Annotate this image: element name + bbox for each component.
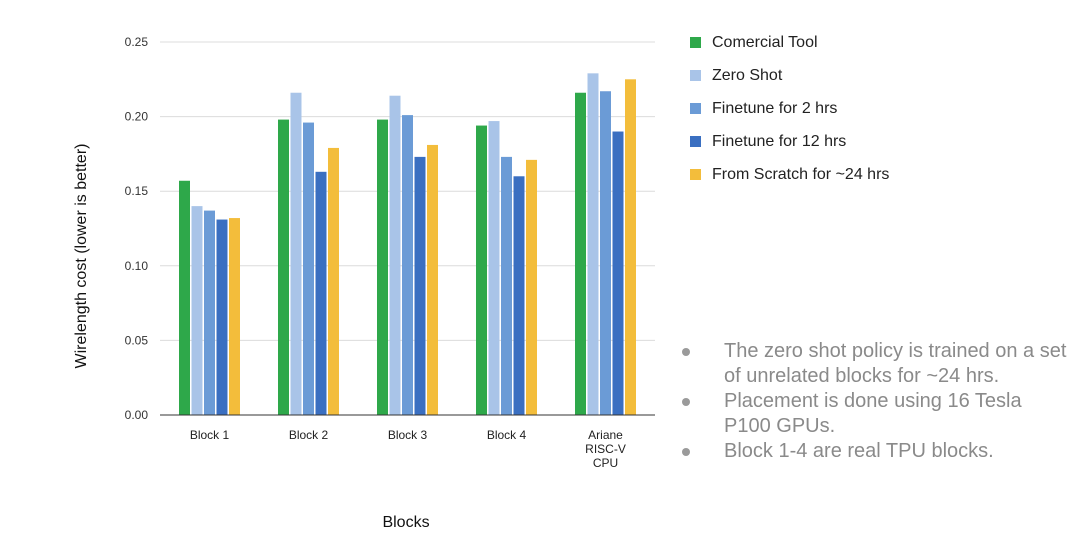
note-item: Block 1-4 are real TPU blocks. [678, 439, 1073, 464]
bar [575, 92, 586, 415]
x-tick-label: Ariane [588, 428, 623, 442]
bar [488, 121, 500, 416]
x-tick-label: Block 1 [190, 428, 230, 442]
bar [191, 206, 203, 415]
legend-swatch [690, 70, 701, 81]
legend-item-finetune-2hrs: Finetune for 2 hrs [690, 98, 930, 119]
x-tick-label: Block 3 [388, 428, 428, 442]
note-item: Placement is done using 16 Tesla P100 GP… [678, 389, 1073, 439]
legend-label: Zero Shot [712, 67, 783, 84]
x-axis-title: Blocks [382, 514, 429, 531]
bar [303, 122, 314, 416]
notes-list: The zero shot policy is trained on a set… [678, 339, 1073, 464]
legend-item-finetune-12hrs: Finetune for 12 hrs [690, 131, 930, 152]
bar [612, 131, 624, 415]
bar [278, 119, 289, 416]
bar [204, 210, 215, 415]
note-text: Block 1-4 are real TPU blocks. [724, 440, 994, 462]
bar [229, 218, 240, 415]
bar [427, 144, 438, 415]
bar [290, 92, 302, 415]
y-tick-label: 0.20 [125, 110, 149, 124]
y-tick-label: 0.05 [125, 333, 149, 347]
legend-label: Finetune for 2 hrs [712, 100, 838, 117]
bar [179, 180, 190, 415]
x-tick-label: CPU [593, 456, 618, 470]
y-tick-label: 0.10 [125, 259, 149, 273]
note-item: The zero shot policy is trained on a set… [678, 339, 1073, 389]
bar [600, 91, 611, 416]
bar [328, 147, 339, 415]
legend-swatch [690, 169, 701, 180]
bar [587, 73, 599, 415]
y-tick-label: 0.15 [125, 184, 149, 198]
y-tick-label: 0.00 [125, 408, 149, 422]
x-tick-label: RISC-V [585, 442, 626, 456]
legend-swatch [690, 136, 701, 147]
bar [216, 219, 228, 415]
note-text: Placement is done using 16 Tesla P100 GP… [724, 390, 1022, 437]
bar [389, 95, 401, 415]
bar-chart: 0.00 0.05 0.10 0.15 0.20 0.25 Block 1 Block 2 Bl… [73, 35, 655, 531]
legend-label: From Scratch for ~24 hrs [712, 166, 890, 183]
bar [476, 125, 487, 415]
note-text: The zero shot policy is trained on a set… [724, 340, 1067, 387]
bar [625, 79, 636, 416]
legend-item-from-scratch: From Scratch for ~24 hrs [690, 164, 912, 185]
legend-item-zero-shot: Zero Shot [690, 65, 930, 86]
bar [501, 156, 512, 415]
bar [402, 115, 413, 415]
legend-swatch [690, 103, 701, 114]
legend-label: Finetune for 12 hrs [712, 133, 847, 150]
y-tick-label: 0.25 [125, 35, 149, 49]
bar [315, 171, 327, 415]
bar [526, 159, 537, 415]
legend-item-comercial-tool: Comercial Tool [690, 32, 930, 53]
bar [513, 176, 525, 415]
bullet-icon [682, 348, 690, 356]
x-tick-label: Block 4 [487, 428, 527, 442]
legend-swatch [690, 37, 701, 48]
bullet-icon [682, 398, 690, 406]
legend-label: Comercial Tool [712, 34, 818, 51]
bar [414, 156, 426, 415]
bullet-icon [682, 448, 690, 456]
bar [377, 119, 388, 416]
y-axis-title: Wirelength cost (lower is better) [73, 144, 90, 369]
x-tick-label: Block 2 [289, 428, 329, 442]
chart-legend: Comercial Tool Zero Shot Finetune for 2 … [690, 32, 930, 197]
